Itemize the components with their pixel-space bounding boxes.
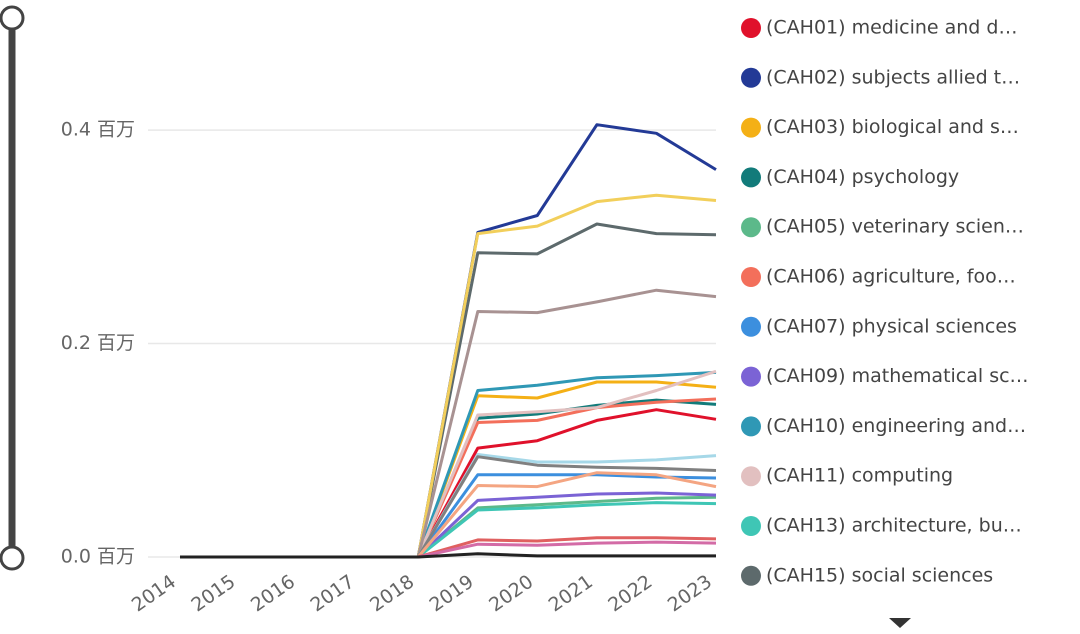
legend-marker: [741, 267, 761, 287]
legend-label: (CAH06) agriculture, foo…: [766, 266, 1016, 288]
range-slider-handle[interactable]: [0, 5, 25, 31]
legend-marker: [741, 316, 761, 337]
x-tick-label: 2023: [664, 571, 716, 617]
x-tick-label: 2016: [247, 571, 299, 617]
series-line: [180, 552, 716, 559]
legend-label: (CAH01) medicine and d…: [766, 17, 1017, 39]
legend: (CAH01) medicine and d… (CAH02) subjects …: [741, 17, 1029, 586]
legend-marker: [741, 67, 761, 88]
legend-scroll-arrow[interactable]: [889, 618, 911, 628]
legend-marker: [741, 217, 761, 238]
x-tick-label: 2021: [545, 571, 597, 617]
legend-label: (CAH15) social sciences: [766, 564, 993, 586]
range-slider-handle[interactable]: [0, 545, 25, 571]
legend-marker: [741, 167, 761, 188]
legend-marker: [741, 466, 761, 487]
x-tick-label: 2018: [366, 571, 418, 617]
x-tick-label: 2020: [485, 571, 537, 617]
legend-label: (CAH04) psychology: [766, 166, 959, 188]
x-tick-label: 2022: [604, 571, 656, 617]
legend-marker: [741, 565, 761, 586]
legend-marker: [741, 516, 761, 536]
legend-label: (CAH13) architecture, bu…: [766, 515, 1022, 537]
y-tick-label: 0.4 百万: [61, 119, 135, 141]
legend-label: (CAH03) biological and s…: [766, 116, 1019, 138]
x-tick-label: 2019: [426, 571, 478, 617]
x-tick-label: 2014: [128, 571, 180, 617]
x-tick-label: 2017: [306, 571, 358, 617]
legend-label: (CAH07) physical sciences: [766, 315, 1017, 337]
legend-label: (CAH10) engineering and…: [766, 415, 1026, 437]
legend-label: (CAH09) mathematical sc…: [766, 365, 1029, 387]
legend-label: (CAH02) subjects allied t…: [766, 66, 1020, 88]
y-tick-label: 0.0 百万: [61, 546, 135, 568]
y-tick-label: 0.2 百万: [61, 332, 135, 354]
x-tick-label: 2015: [187, 571, 239, 617]
legend-label: (CAH11) computing: [766, 465, 953, 487]
legend-label: (CAH05) veterinary scien…: [766, 216, 1024, 238]
plot-area: [180, 123, 717, 559]
legend-marker: [741, 18, 761, 38]
legend-marker: [741, 117, 761, 138]
legend-marker: [741, 416, 761, 437]
legend-marker: [741, 366, 761, 387]
